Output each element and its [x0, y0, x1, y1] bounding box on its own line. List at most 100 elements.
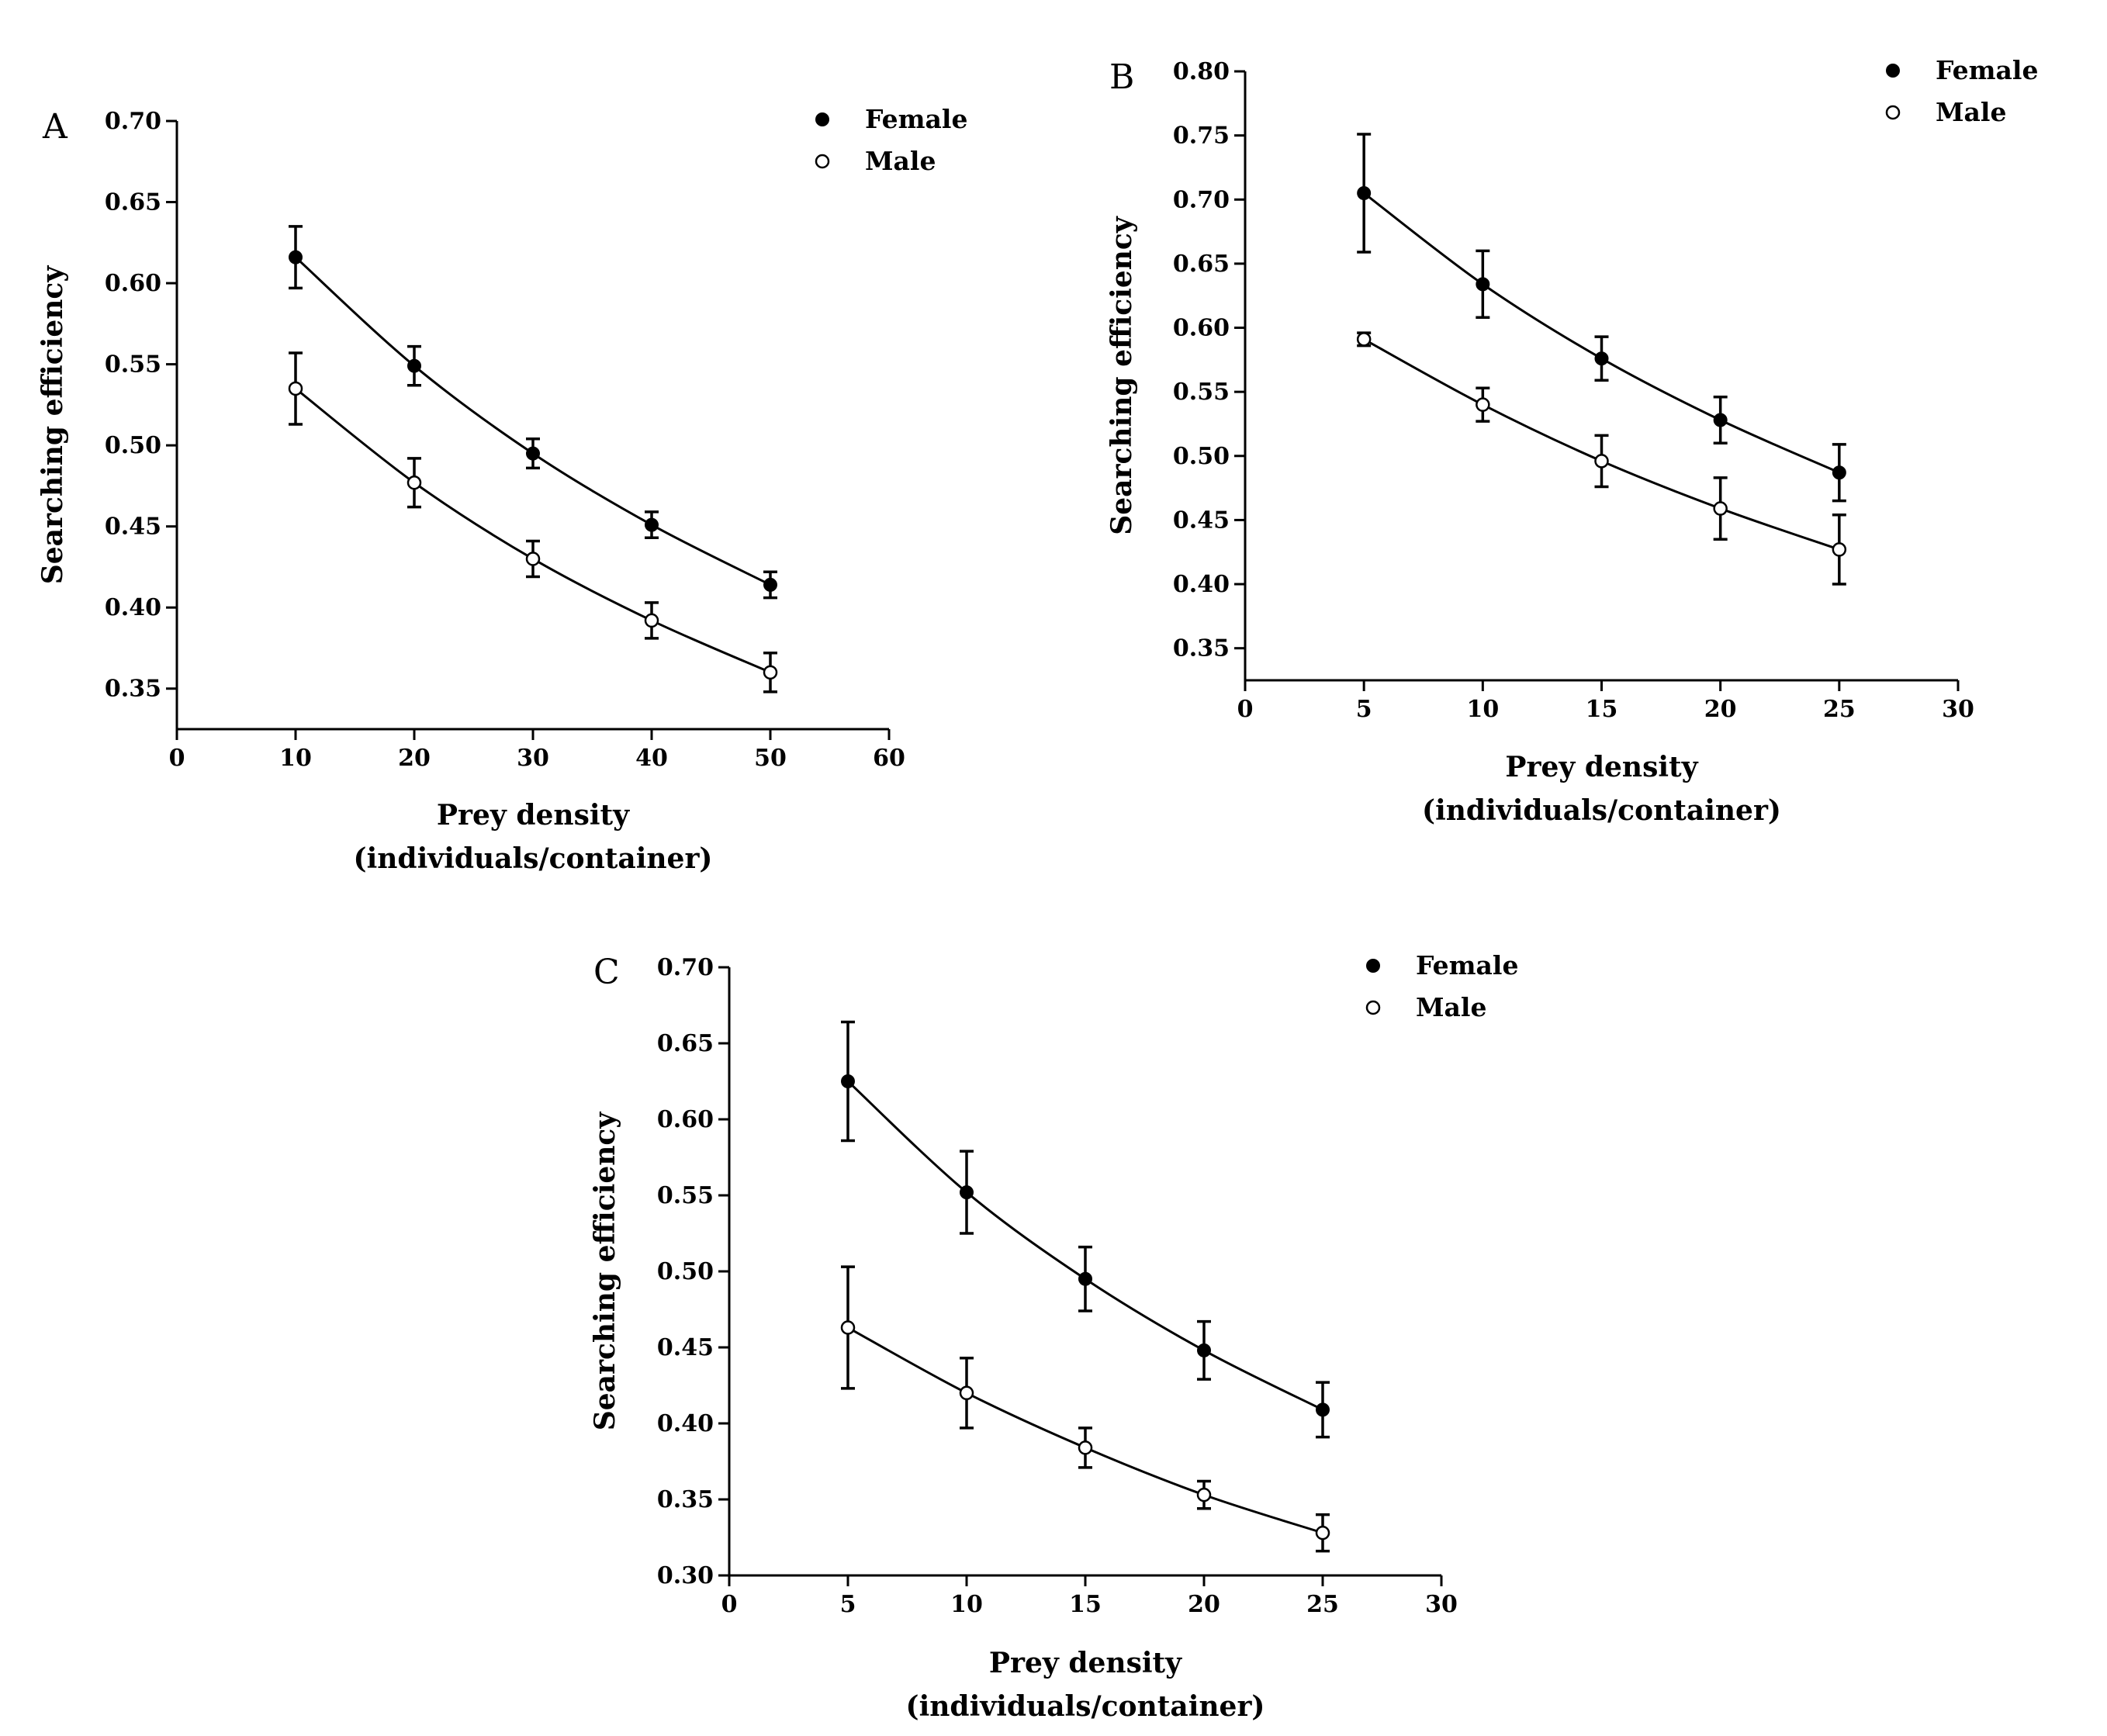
data-point-male	[840, 1320, 856, 1335]
x-axis-subtitle: (individuals/container)	[906, 1690, 1265, 1723]
x-tick-label: 0	[1237, 696, 1254, 723]
y-tick-label: 0.50	[657, 1258, 714, 1285]
y-axis-title: Searching efficiency	[36, 265, 69, 585]
legend-marker-female	[1366, 959, 1380, 973]
x-tick-label: 40	[635, 745, 668, 772]
legend-label-male: Male	[1416, 992, 1486, 1022]
y-tick-label: 0.30	[657, 1562, 714, 1589]
x-tick-label: 5	[1356, 696, 1372, 723]
fit-curve-female	[294, 256, 771, 586]
data-point-male	[1476, 397, 1490, 412]
x-tick-label: 20	[1188, 1591, 1220, 1618]
legend-marker-female	[1886, 64, 1900, 78]
data-point-male	[525, 552, 541, 566]
y-tick-label: 0.65	[1173, 251, 1230, 278]
y-tick-label: 0.55	[657, 1182, 714, 1209]
y-tick-label: 0.60	[1173, 315, 1230, 342]
y-tick-label: 0.70	[105, 108, 161, 135]
chart-panel-a: A 0.35 0.40 0.45 0.50 0.55 0.60 0.65 0.70 0 10 20 30…	[36, 104, 967, 875]
y-tick-label: 0.80	[1173, 58, 1230, 85]
y-tick-label: 0.65	[657, 1030, 714, 1057]
y-tick-label: 0.50	[105, 432, 161, 459]
data-point-male	[644, 613, 659, 628]
data-point-male	[1315, 1525, 1330, 1541]
series-male	[1356, 331, 1847, 586]
data-point-female	[960, 1185, 974, 1200]
data-point-male	[407, 475, 422, 490]
y-tick-label: 0.40	[657, 1410, 714, 1437]
panel-letter: A	[42, 107, 68, 147]
y-tick-label: 0.45	[105, 514, 161, 541]
legend-marker-male	[1885, 105, 1901, 120]
legend-marker-female	[815, 112, 829, 126]
x-axis-title: Prey density	[989, 1647, 1182, 1679]
panel-letter: C	[593, 953, 620, 992]
fit-curve-female	[846, 1080, 1323, 1411]
series-female	[1357, 133, 1846, 503]
x-tick-label: 60	[873, 745, 905, 772]
y-tick-label: 0.45	[1173, 507, 1230, 534]
legend-label-female: Female	[1936, 55, 2038, 85]
data-point-male	[1356, 332, 1372, 347]
data-point-female	[645, 517, 659, 532]
series-female	[289, 225, 777, 600]
data-point-male	[1713, 501, 1728, 516]
y-tick-label: 0.35	[1173, 635, 1230, 662]
y-axis-title: Searching efficiency	[1105, 216, 1138, 535]
data-point-female	[1713, 413, 1728, 427]
y-tick-label: 0.70	[1173, 186, 1230, 213]
y-tick-label: 0.60	[657, 1106, 714, 1133]
data-point-female	[1316, 1402, 1330, 1417]
y-axis-title: Searching efficiency	[589, 1112, 621, 1431]
series-male	[840, 1265, 1330, 1553]
x-tick-label: 10	[279, 745, 312, 772]
data-point-female	[1476, 277, 1490, 292]
legend-label-male: Male	[1936, 97, 2006, 127]
data-point-male	[1832, 542, 1847, 557]
y-tick-label: 0.70	[657, 954, 714, 981]
x-tick-label: 10	[950, 1591, 983, 1618]
x-tick-label: 30	[1942, 696, 1974, 723]
y-tick-label: 0.60	[105, 270, 161, 297]
y-tick-label: 0.35	[105, 676, 161, 703]
x-tick-label: 50	[754, 745, 787, 772]
data-point-male	[288, 381, 303, 396]
x-tick-label: 30	[1425, 1591, 1458, 1618]
y-tick-label: 0.45	[657, 1334, 714, 1361]
x-tick-label: 10	[1466, 696, 1499, 723]
y-tick-label: 0.50	[1173, 443, 1230, 470]
fit-curve-male	[295, 387, 771, 674]
x-tick-label: 15	[1586, 696, 1618, 723]
x-tick-label: 5	[840, 1591, 856, 1618]
panel-letter: B	[1109, 57, 1134, 97]
y-tick-label: 0.65	[105, 189, 161, 216]
y-tick-label: 0.55	[1173, 379, 1230, 406]
legend-label-female: Female	[1416, 950, 1518, 980]
data-point-female	[526, 446, 540, 461]
series-female	[841, 1020, 1330, 1439]
data-point-male	[1594, 454, 1609, 469]
data-point-female	[1078, 1271, 1092, 1286]
chart-panel-c: C 0.30 0.35 0.40 0.45 0.50 0.55 0.60 0.65 0.70 0 5 1…	[589, 950, 1518, 1723]
y-tick-label: 0.55	[105, 351, 161, 379]
data-point-female	[1594, 351, 1609, 366]
data-point-male	[959, 1385, 974, 1401]
x-tick-label: 20	[1704, 696, 1737, 723]
series-male	[288, 351, 778, 693]
data-point-female	[841, 1074, 855, 1088]
data-point-female	[407, 358, 421, 373]
data-point-female	[1357, 186, 1372, 200]
chart-panel-b: B 0.35 0.40 0.45 0.50 0.55 0.60 0.65 0.70 0.75 0.8…	[1105, 55, 2038, 827]
x-tick-label: 0	[169, 745, 185, 772]
fit-curve-female	[1363, 192, 1840, 474]
x-axis-title: Prey density	[437, 799, 630, 832]
data-point-female	[1197, 1343, 1211, 1357]
data-point-female	[289, 250, 303, 265]
x-tick-label: 25	[1823, 696, 1856, 723]
legend-label-female: Female	[865, 104, 967, 134]
data-point-male	[1196, 1487, 1212, 1503]
y-tick-label: 0.75	[1173, 123, 1230, 150]
x-tick-label: 25	[1306, 1591, 1339, 1618]
x-tick-label: 0	[721, 1591, 738, 1618]
